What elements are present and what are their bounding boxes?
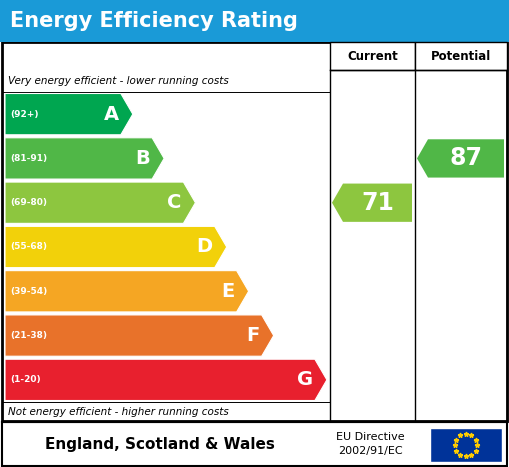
Text: G: G — [297, 370, 313, 389]
Text: Very energy efficient - lower running costs: Very energy efficient - lower running co… — [8, 76, 229, 86]
Bar — [330, 42, 415, 70]
Text: Current: Current — [347, 50, 398, 63]
Text: (1-20): (1-20) — [10, 375, 41, 384]
Text: D: D — [196, 238, 213, 256]
Polygon shape — [5, 271, 248, 312]
Text: Potential: Potential — [431, 50, 491, 63]
Polygon shape — [5, 359, 327, 401]
Text: Not energy efficient - higher running costs: Not energy efficient - higher running co… — [8, 407, 229, 417]
Bar — [0, 0, 509, 42]
Text: 71: 71 — [361, 191, 394, 215]
Text: C: C — [167, 193, 181, 212]
Text: (21-38): (21-38) — [10, 331, 47, 340]
Polygon shape — [5, 93, 133, 135]
Polygon shape — [5, 182, 195, 223]
Text: (81-91): (81-91) — [10, 154, 47, 163]
Text: B: B — [135, 149, 150, 168]
Bar — [2, 42, 507, 421]
Text: A: A — [104, 105, 119, 124]
Text: F: F — [246, 326, 260, 345]
Polygon shape — [5, 226, 227, 268]
Text: (39-54): (39-54) — [10, 287, 47, 296]
Polygon shape — [5, 315, 274, 356]
Text: England, Scotland & Wales: England, Scotland & Wales — [45, 437, 275, 452]
Bar — [430, 428, 502, 462]
Text: E: E — [221, 282, 235, 301]
Bar — [415, 42, 507, 70]
Text: Energy Efficiency Rating: Energy Efficiency Rating — [10, 11, 298, 31]
Polygon shape — [332, 184, 412, 222]
Text: (55-68): (55-68) — [10, 242, 47, 252]
Text: 2002/91/EC: 2002/91/EC — [337, 446, 402, 456]
Text: (92+): (92+) — [10, 110, 39, 119]
Text: (69-80): (69-80) — [10, 198, 47, 207]
Text: 87: 87 — [449, 147, 483, 170]
Text: EU Directive: EU Directive — [336, 432, 404, 442]
Polygon shape — [417, 139, 504, 177]
Polygon shape — [5, 138, 164, 179]
Bar — [2, 422, 507, 466]
